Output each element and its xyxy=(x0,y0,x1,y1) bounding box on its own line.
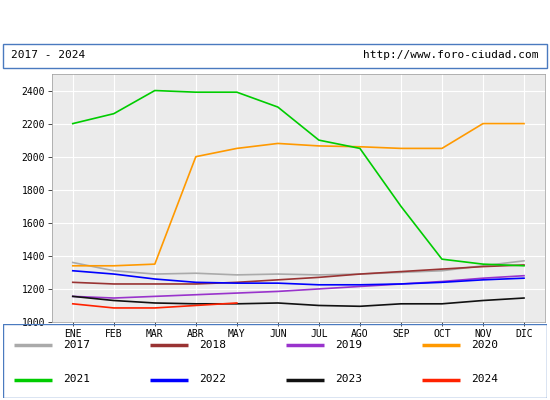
Text: 2020: 2020 xyxy=(471,340,498,350)
Text: 2024: 2024 xyxy=(471,374,498,384)
Text: 2022: 2022 xyxy=(199,374,225,384)
Text: 2021: 2021 xyxy=(63,374,90,384)
Text: 2018: 2018 xyxy=(199,340,225,350)
Text: 2019: 2019 xyxy=(335,340,362,350)
Text: 2023: 2023 xyxy=(335,374,362,384)
Text: http://www.foro-ciudad.com: http://www.foro-ciudad.com xyxy=(364,50,539,60)
Text: Evolucion del paro registrado en San Miguel de Abona: Evolucion del paro registrado en San Mig… xyxy=(57,14,493,28)
Text: 2017 - 2024: 2017 - 2024 xyxy=(11,50,85,60)
Text: 2017: 2017 xyxy=(63,340,90,350)
